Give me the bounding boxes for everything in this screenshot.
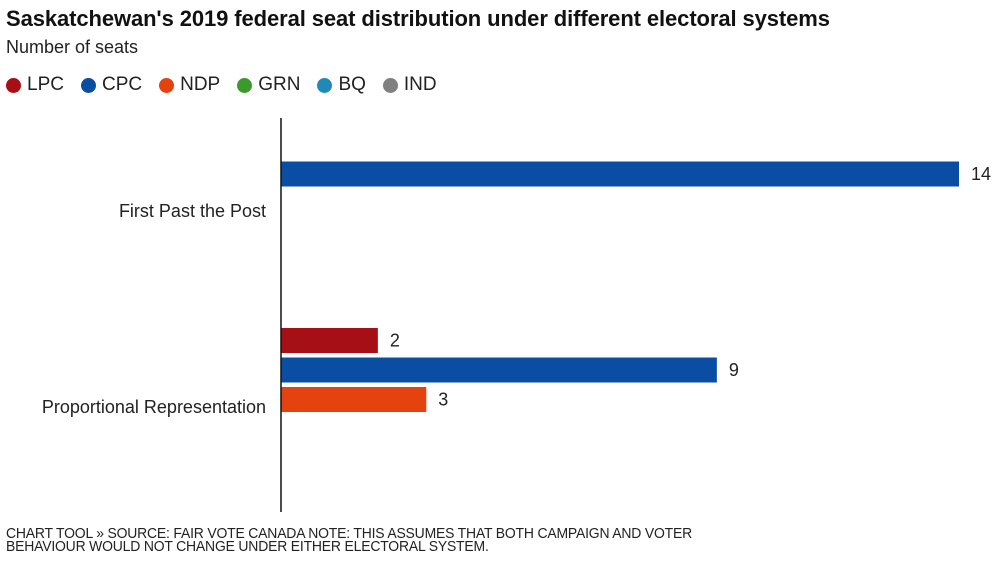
data-label: 9 <box>729 360 739 380</box>
chart-title: Saskatchewan's 2019 federal seat distrib… <box>6 6 830 31</box>
chart-subtitle: Number of seats <box>6 37 139 57</box>
legend-dot-icon <box>237 77 253 93</box>
legend-dot-icon <box>80 77 96 93</box>
bar-ndp <box>281 387 427 412</box>
legend-item-cpc[interactable]: CPC <box>80 74 143 96</box>
footer-line-1: CHART TOOL » SOURCE: FAIR VOTE CANADA NO… <box>6 525 692 542</box>
chart-footer: CHART TOOL » SOURCE: FAIR VOTE CANADA NO… <box>6 525 692 555</box>
footer-line-2: BEHAVIOUR WOULD NOT CHANGE UNDER EITHER … <box>6 538 489 555</box>
legend-dot-icon <box>159 77 175 93</box>
legend-item-lpc[interactable]: LPC <box>6 74 64 96</box>
legend-label: LPC <box>27 74 64 95</box>
data-label: 14 <box>971 164 991 184</box>
category-label: First Past the Post <box>119 201 266 221</box>
legend-item-ndp[interactable]: NDP <box>159 74 220 96</box>
legend: LPC CPC NDP GRN BQ IND <box>6 74 454 96</box>
bar-lpc <box>281 328 378 353</box>
legend-dot-icon <box>6 77 21 93</box>
bar-cpc <box>281 357 717 383</box>
data-label: 2 <box>390 331 400 351</box>
legend-label: NDP <box>180 74 221 95</box>
legend-item-bq[interactable]: BQ <box>317 74 366 96</box>
data-label: 3 <box>438 390 448 410</box>
category-label: Proportional Representation <box>42 397 266 417</box>
legend-label: IND <box>403 74 437 95</box>
bar-cpc <box>281 161 959 187</box>
legend-item-grn[interactable]: GRN <box>237 74 300 96</box>
legend-dot-icon <box>382 77 398 93</box>
legend-label: CPC <box>101 74 143 95</box>
legend-item-ind[interactable]: IND <box>382 74 437 96</box>
legend-label: GRN <box>258 74 301 95</box>
legend-label: BQ <box>338 74 366 95</box>
legend-dot-icon <box>317 77 333 93</box>
